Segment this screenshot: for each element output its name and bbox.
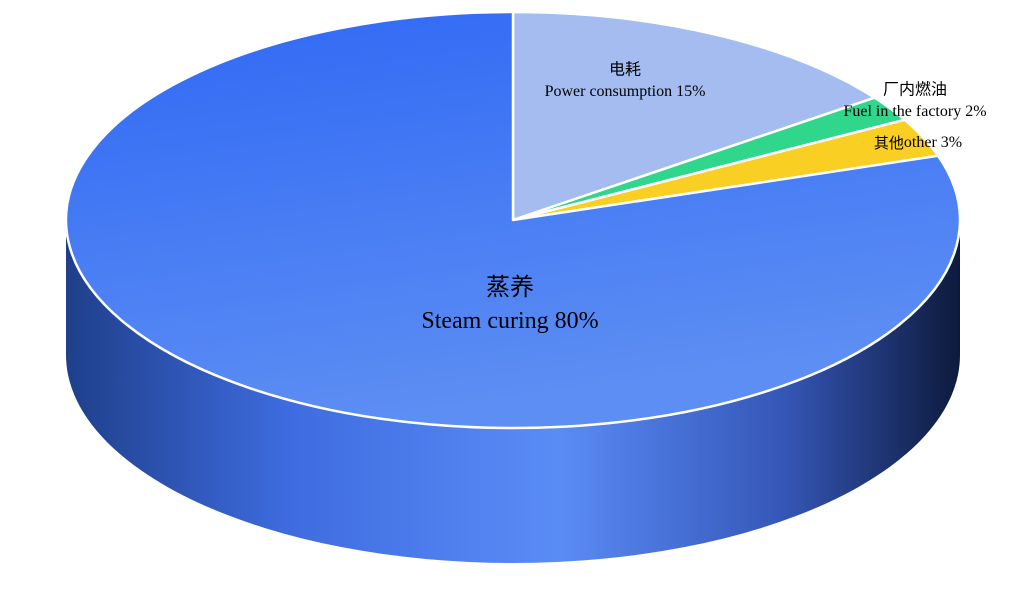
pie-sides	[66, 220, 960, 563]
category-label: 蒸养	[486, 273, 534, 301]
slice-label: Steam curing 80%	[421, 308, 598, 334]
slice-label: 其他other 3%	[874, 134, 962, 152]
pie-side	[66, 220, 960, 563]
category-label: 电耗	[609, 60, 641, 79]
category-label: 其他	[874, 134, 904, 152]
pie-labels: 电耗 Power consumption 15% 厂内燃油 Fuel in the fa…	[421, 60, 986, 334]
pie-slice	[64, 10, 962, 430]
value-label: 15%	[676, 83, 705, 100]
value-label: 80%	[555, 308, 599, 334]
english-label: Power consumption	[545, 83, 673, 100]
english-label: Fuel in the factory	[843, 103, 961, 120]
english-label: other	[904, 134, 938, 151]
category-label: 厂内燃油	[883, 80, 947, 99]
pie-tops	[64, 10, 962, 430]
slice-label: Power consumption 15%	[545, 83, 706, 100]
english-label: Steam curing	[421, 308, 548, 334]
slice-label: Fuel in the factory 2%	[843, 103, 986, 120]
value-label: 2%	[965, 103, 986, 120]
pie-slice	[511, 10, 876, 222]
value-label: 3%	[941, 134, 962, 151]
